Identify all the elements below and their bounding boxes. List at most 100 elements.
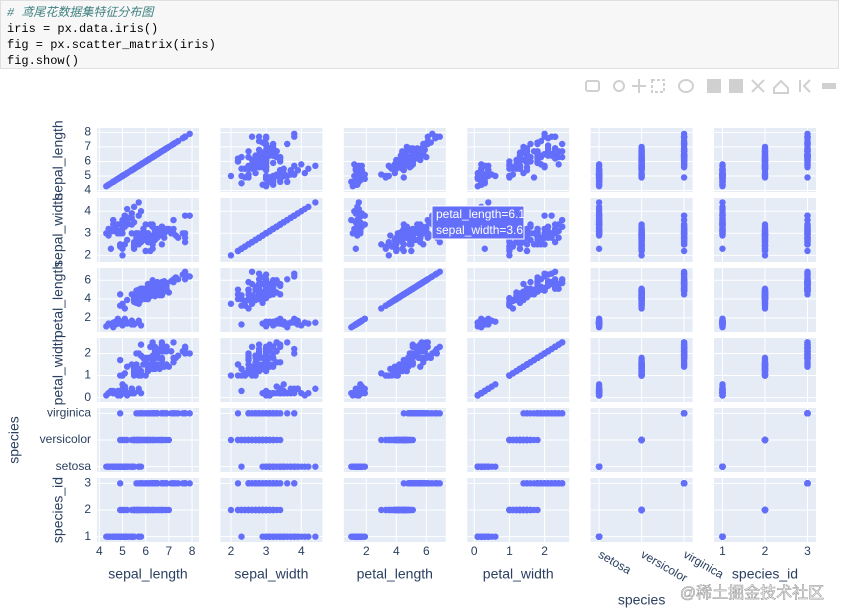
point (252, 352, 259, 359)
point (255, 276, 263, 283)
point (234, 286, 242, 293)
point (248, 268, 256, 275)
point (534, 285, 541, 292)
point (252, 161, 259, 168)
point (181, 238, 189, 246)
point (280, 172, 287, 180)
point (158, 361, 166, 368)
point (126, 389, 133, 397)
point (719, 199, 726, 206)
point (135, 317, 142, 324)
point (409, 230, 416, 237)
point (485, 199, 492, 206)
point (719, 223, 726, 230)
point (378, 370, 385, 377)
point (154, 230, 161, 237)
point (147, 221, 154, 228)
point (804, 410, 811, 417)
point (804, 363, 811, 370)
toolbar-camera[interactable] (585, 80, 600, 92)
point (400, 221, 407, 228)
point (135, 294, 142, 302)
point (170, 278, 177, 286)
point (478, 463, 485, 470)
point (804, 247, 811, 255)
point (527, 278, 534, 286)
point (280, 533, 287, 540)
point (158, 241, 166, 248)
toolbar-select[interactable] (651, 79, 665, 93)
toolbar-zoom-in[interactable] (707, 79, 721, 93)
point (551, 225, 559, 233)
point (761, 221, 769, 228)
point (158, 148, 166, 155)
point (158, 279, 166, 287)
code-line: fig.show() (7, 54, 80, 68)
point (409, 436, 416, 444)
point (273, 172, 280, 180)
point (680, 236, 688, 244)
point (262, 320, 270, 327)
point (291, 273, 298, 280)
point (158, 289, 166, 296)
toolbar-pan[interactable] (632, 79, 646, 93)
point (291, 350, 298, 357)
toolbar-lasso[interactable] (678, 79, 694, 93)
point (234, 361, 242, 368)
point (252, 285, 259, 292)
point (394, 365, 401, 373)
point (761, 294, 769, 302)
point (595, 389, 603, 397)
point (804, 133, 811, 140)
point (541, 130, 548, 138)
point (418, 148, 425, 155)
point (154, 350, 161, 357)
point (523, 166, 531, 174)
point (284, 140, 291, 148)
point (680, 212, 688, 219)
toolbar-spikes[interactable] (799, 79, 811, 93)
point (133, 164, 140, 171)
point (238, 387, 245, 395)
point (595, 320, 603, 327)
point (252, 410, 259, 417)
point (595, 463, 603, 470)
point (403, 148, 410, 155)
code-cell[interactable]: # 鸢尾花数据集特征分布图 iris = px.data.iris() fig … (0, 0, 839, 69)
point (170, 359, 177, 366)
point (276, 155, 284, 162)
point (595, 219, 603, 226)
point (436, 343, 443, 351)
point (110, 463, 117, 470)
point (506, 165, 513, 172)
point (181, 133, 189, 140)
point (238, 153, 245, 161)
point (761, 305, 769, 312)
point (273, 389, 280, 397)
point (506, 252, 513, 259)
point (305, 320, 312, 327)
toolbar-zoom[interactable] (613, 80, 625, 92)
point (227, 300, 235, 307)
point (492, 172, 499, 180)
toolbar-reset[interactable] (773, 79, 789, 94)
point (262, 354, 270, 362)
point (509, 370, 517, 377)
point (558, 223, 566, 230)
point (135, 199, 142, 206)
point (541, 273, 548, 280)
point (287, 389, 294, 397)
toolbar-autoscale[interactable] (751, 79, 765, 93)
point (516, 245, 524, 252)
point (408, 241, 415, 248)
point (276, 410, 284, 417)
point (158, 230, 166, 237)
toolbar-zoom-out[interactable] (729, 79, 743, 93)
point (804, 174, 811, 181)
point (273, 148, 280, 155)
point (154, 480, 161, 487)
point (262, 387, 270, 395)
point (394, 436, 401, 444)
point (245, 162, 252, 170)
point (245, 370, 252, 377)
